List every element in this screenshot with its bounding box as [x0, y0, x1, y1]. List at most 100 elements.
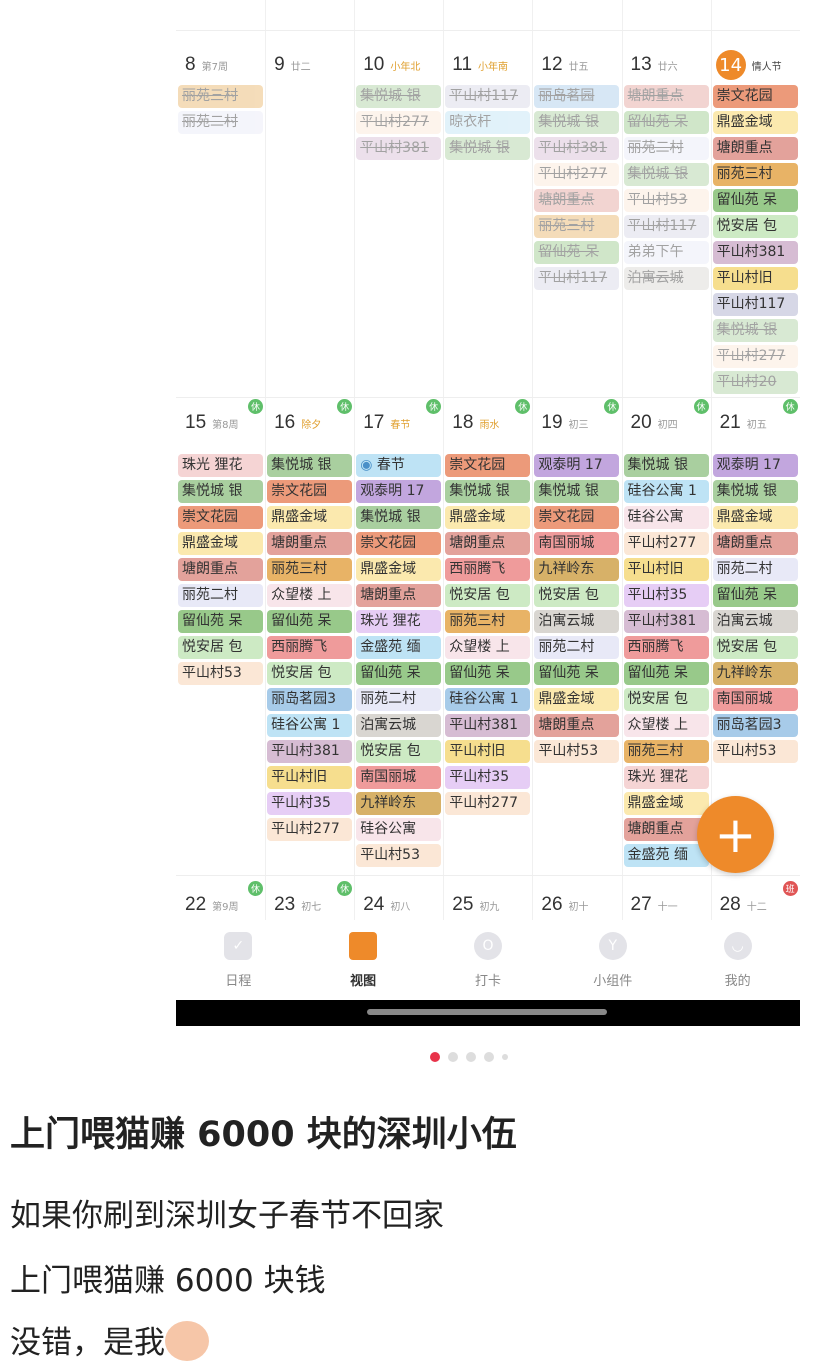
day-cell-15[interactable]: 15 第8周	[176, 403, 265, 443]
event-pill[interactable]: 平山村旧	[445, 740, 531, 763]
event-pill[interactable]: 南国丽城	[534, 532, 620, 555]
day-cell-11[interactable]: 11 小年南	[443, 45, 532, 85]
event-pill[interactable]: 留仙苑 呆	[178, 610, 263, 633]
event-pill[interactable]: 丽岛茗园	[534, 85, 620, 108]
event-pill[interactable]: 鼎盛金域	[445, 506, 531, 529]
event-pill[interactable]: 众望楼 上	[623, 714, 709, 737]
event-pill[interactable]: 观泰明 17	[534, 454, 620, 477]
event-pill[interactable]: 集悦城 银	[712, 480, 798, 503]
event-pill[interactable]: 鼎盛金域	[356, 558, 442, 581]
day-cell-24[interactable]: 24 初八	[354, 885, 443, 925]
event-pill[interactable]: 平山村381	[445, 714, 531, 737]
event-pill[interactable]: 悦安居 包	[712, 215, 798, 238]
event-pill[interactable]: 平山村53	[534, 740, 620, 763]
event-pill[interactable]: ◉ 春节	[356, 454, 442, 477]
event-pill[interactable]: 平山村旧	[267, 766, 353, 789]
event-pill[interactable]: 丽苑三村	[534, 215, 620, 238]
event-pill[interactable]: 悦安居 包	[178, 636, 263, 659]
event-pill[interactable]: 泊寓云城	[356, 714, 442, 737]
event-pill[interactable]: 平山村旧	[623, 558, 709, 581]
event-pill[interactable]: 平山村277	[623, 532, 709, 555]
event-pill[interactable]: 集悦城 银	[623, 163, 709, 186]
event-pill[interactable]: 平山村53	[178, 662, 263, 685]
event-pill[interactable]: 丽苑二村	[534, 636, 620, 659]
event-pill[interactable]: 鼎盛金域	[267, 506, 353, 529]
event-pill[interactable]: 集悦城 银	[178, 480, 263, 503]
event-pill[interactable]: 塘朗重点	[534, 714, 620, 737]
event-pill[interactable]: 平山村277	[534, 163, 620, 186]
event-pill[interactable]: 鼎盛金域	[623, 792, 709, 815]
event-pill[interactable]: 丽苑三村	[712, 163, 798, 186]
event-pill[interactable]: 集悦城 银	[356, 506, 442, 529]
event-pill[interactable]: 平山村35	[267, 792, 353, 815]
day-cell-13[interactable]: 13 廿六	[622, 45, 711, 85]
event-pill[interactable]: 留仙苑 呆	[623, 111, 709, 134]
event-pill[interactable]: 泊寓云城	[623, 267, 709, 290]
event-pill[interactable]: 悦安居 包	[712, 636, 798, 659]
home-indicator[interactable]	[367, 1009, 607, 1015]
event-pill[interactable]: 留仙苑 呆	[712, 189, 798, 212]
event-pill[interactable]: 悦安居 包	[534, 584, 620, 607]
event-pill[interactable]: 塘朗重点	[534, 189, 620, 212]
event-pill[interactable]: 观泰明 17	[356, 480, 442, 503]
event-pill[interactable]: 集悦城 银	[534, 480, 620, 503]
event-pill[interactable]: 珠光 狸花	[623, 766, 709, 789]
event-pill[interactable]: 平山村381	[623, 610, 709, 633]
event-pill[interactable]: 九祥岭东	[712, 662, 798, 685]
event-pill[interactable]: 丽苑二村	[623, 137, 709, 160]
day-cell-26[interactable]: 26 初十	[532, 885, 621, 925]
event-pill[interactable]: 集悦城 银	[445, 480, 531, 503]
event-pill[interactable]: 塘朗重点	[623, 85, 709, 108]
day-cell-9[interactable]: 9 廿二	[265, 45, 354, 85]
event-pill[interactable]: 崇文花园	[356, 532, 442, 555]
event-pill[interactable]: 观泰明 17	[712, 454, 798, 477]
event-pill[interactable]: 平山村277	[267, 818, 353, 841]
event-pill[interactable]: 丽苑二村	[356, 688, 442, 711]
event-pill[interactable]: 留仙苑 呆	[356, 662, 442, 685]
event-pill[interactable]: 弟弟下午	[623, 241, 709, 264]
event-pill[interactable]: 塘朗重点	[356, 584, 442, 607]
event-pill[interactable]: 留仙苑 呆	[445, 662, 531, 685]
day-cell-18[interactable]: 18 雨水	[443, 403, 532, 443]
event-pill[interactable]: 众望楼 上	[445, 636, 531, 659]
event-pill[interactable]: 平山村381	[267, 740, 353, 763]
event-pill[interactable]: 众望楼 上	[267, 584, 353, 607]
event-pill[interactable]: 金盛苑 缅	[623, 844, 709, 867]
event-pill[interactable]: 泊寓云城	[534, 610, 620, 633]
day-cell-28[interactable]: 28 十二	[711, 885, 800, 925]
event-pill[interactable]: 平山村53	[623, 189, 709, 212]
carousel-dot[interactable]	[466, 1052, 476, 1062]
event-pill[interactable]: 硅谷公寓 1	[267, 714, 353, 737]
event-pill[interactable]: 硅谷公寓	[623, 506, 709, 529]
event-pill[interactable]: 塘朗重点	[712, 532, 798, 555]
event-pill[interactable]: 塘朗重点	[623, 818, 709, 841]
event-pill[interactable]: 平山村277	[712, 345, 798, 368]
event-pill[interactable]: 九祥岭东	[534, 558, 620, 581]
event-pill[interactable]: 悦安居 包	[445, 584, 531, 607]
add-event-button[interactable]: +	[697, 796, 774, 873]
event-pill[interactable]: 平山村381	[712, 241, 798, 264]
event-pill[interactable]: 南国丽城	[356, 766, 442, 789]
event-pill[interactable]: 丽苑二村	[178, 584, 263, 607]
tab-me[interactable]: ◡ 我的	[688, 920, 788, 1000]
event-pill[interactable]: 崇文花园	[712, 85, 798, 108]
event-pill[interactable]: 丽岛茗园3	[712, 714, 798, 737]
event-pill[interactable]: 丽苑三村	[623, 740, 709, 763]
carousel-dots[interactable]	[430, 1052, 508, 1062]
event-pill[interactable]: 崇文花园	[178, 506, 263, 529]
day-cell-14[interactable]: 14 情人节	[711, 45, 800, 85]
event-pill[interactable]: 集悦城 银	[712, 319, 798, 342]
event-pill[interactable]: 丽苑三村	[445, 610, 531, 633]
event-pill[interactable]: 悦安居 包	[267, 662, 353, 685]
event-pill[interactable]: 平山村117	[445, 85, 531, 108]
day-cell-8[interactable]: 8 第7周	[176, 45, 265, 85]
event-pill[interactable]: 平山村117	[712, 293, 798, 316]
event-pill[interactable]: 留仙苑 呆	[712, 584, 798, 607]
day-cell-12[interactable]: 12 廿五	[532, 45, 621, 85]
event-pill[interactable]: 集悦城 银	[267, 454, 353, 477]
event-pill[interactable]: 集悦城 银	[534, 111, 620, 134]
event-pill[interactable]: 留仙苑 呆	[623, 662, 709, 685]
tab-view[interactable]: 视图	[313, 920, 413, 1000]
event-pill[interactable]: 平山村117	[623, 215, 709, 238]
carousel-dot-active[interactable]	[430, 1052, 440, 1062]
